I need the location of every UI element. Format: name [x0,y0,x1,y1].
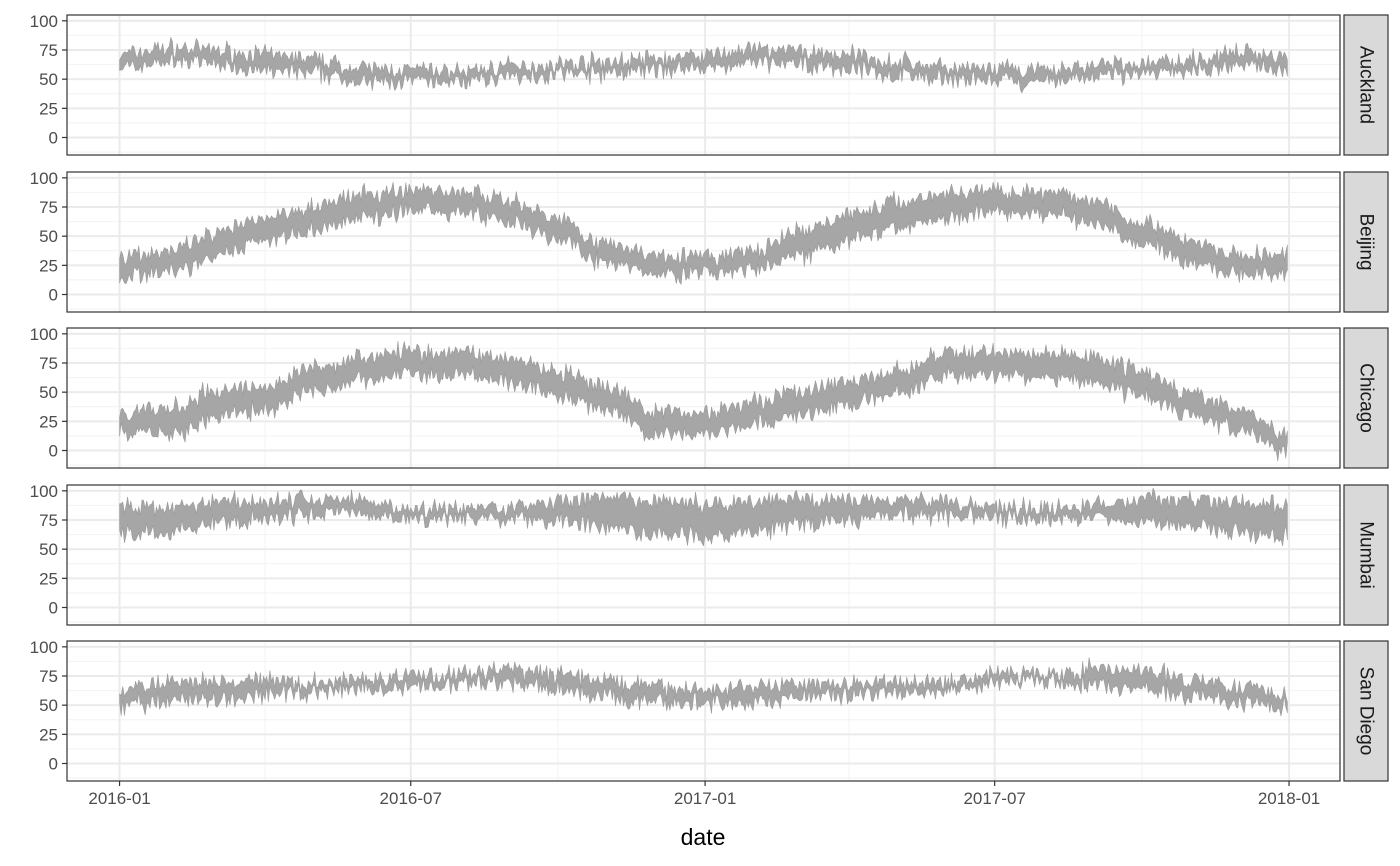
y-tick-label: 25 [39,256,58,275]
x-tick-label: 2017-01 [674,789,736,808]
y-tick-label: 50 [39,70,58,89]
facet-strip-label: Beijing [1356,213,1377,270]
facet-strip-label: Auckland [1356,46,1377,124]
facet-strip [1343,14,1389,156]
y-tick-label: 50 [39,540,58,559]
x-tick-label: 2018-01 [1258,789,1320,808]
panel-border [66,14,1341,156]
y-tick-label: 100 [30,12,58,31]
x-axis: 2016-01 2016-07 2017-01 2017-07 2018-01 [88,781,1320,808]
facet-strip-label: San Diego [1356,667,1377,756]
x-tick-label: 2016-01 [88,789,150,808]
y-tick-label: 100 [30,638,58,657]
x-axis-title: date [681,824,726,850]
facet-panel: 0 25 50 75 100 Auckland [30,12,1389,156]
ribbon-series [119,657,1288,717]
y-tick-label: 25 [39,99,58,118]
facet-strip [1343,327,1389,469]
ribbon-series [119,181,1288,285]
y-tick-label: 75 [39,198,58,217]
y-tick-label: 100 [30,169,58,188]
ribbon-series [119,487,1288,547]
y-tick-label: 75 [39,41,58,60]
panel-border [66,327,1341,469]
facet-panel: 0 25 50 75 100 Chicago [30,325,1389,469]
y-tick-label: 75 [39,667,58,686]
y-tick-label: 0 [49,755,58,774]
x-tick-label: 2017-07 [963,789,1025,808]
y-tick-label: 25 [39,412,58,431]
y-tick-label: 50 [39,227,58,246]
panel-border [66,640,1341,782]
facet-panel: 0 25 50 75 100 Mumbai [30,482,1389,626]
y-tick-label: 100 [30,482,58,501]
y-tick-label: 75 [39,511,58,530]
panel-background [67,15,1340,155]
panel-border [66,484,1341,626]
facet-panel: 0 25 50 75 100 Beijing [30,169,1389,313]
y-tick-label: 0 [49,129,58,148]
facet-strip [1343,640,1389,782]
ribbon-series [119,341,1288,462]
ribbon-series [119,37,1288,94]
facet-panel: 0 25 50 75 100 San Diego [30,638,1389,782]
panel-background [67,641,1340,781]
facet-strip-label: Chicago [1356,363,1377,433]
x-tick-label: 2016-07 [380,789,442,808]
y-tick-label: 0 [49,442,58,461]
y-tick-label: 50 [39,696,58,715]
y-tick-label: 25 [39,569,58,588]
y-tick-label: 25 [39,725,58,744]
y-tick-label: 50 [39,383,58,402]
facet-strip [1343,171,1389,313]
facet-strip [1343,484,1389,626]
panels-layer: 0 25 50 75 100 Auckland 0 25 50 75 100 Beijing 0 25 50… [30,12,1389,782]
panel-border [66,171,1341,313]
y-tick-label: 100 [30,325,58,344]
y-tick-label: 0 [49,599,58,618]
facet-strip-label: Mumbai [1356,521,1377,589]
y-tick-label: 75 [39,354,58,373]
y-tick-label: 0 [49,286,58,305]
